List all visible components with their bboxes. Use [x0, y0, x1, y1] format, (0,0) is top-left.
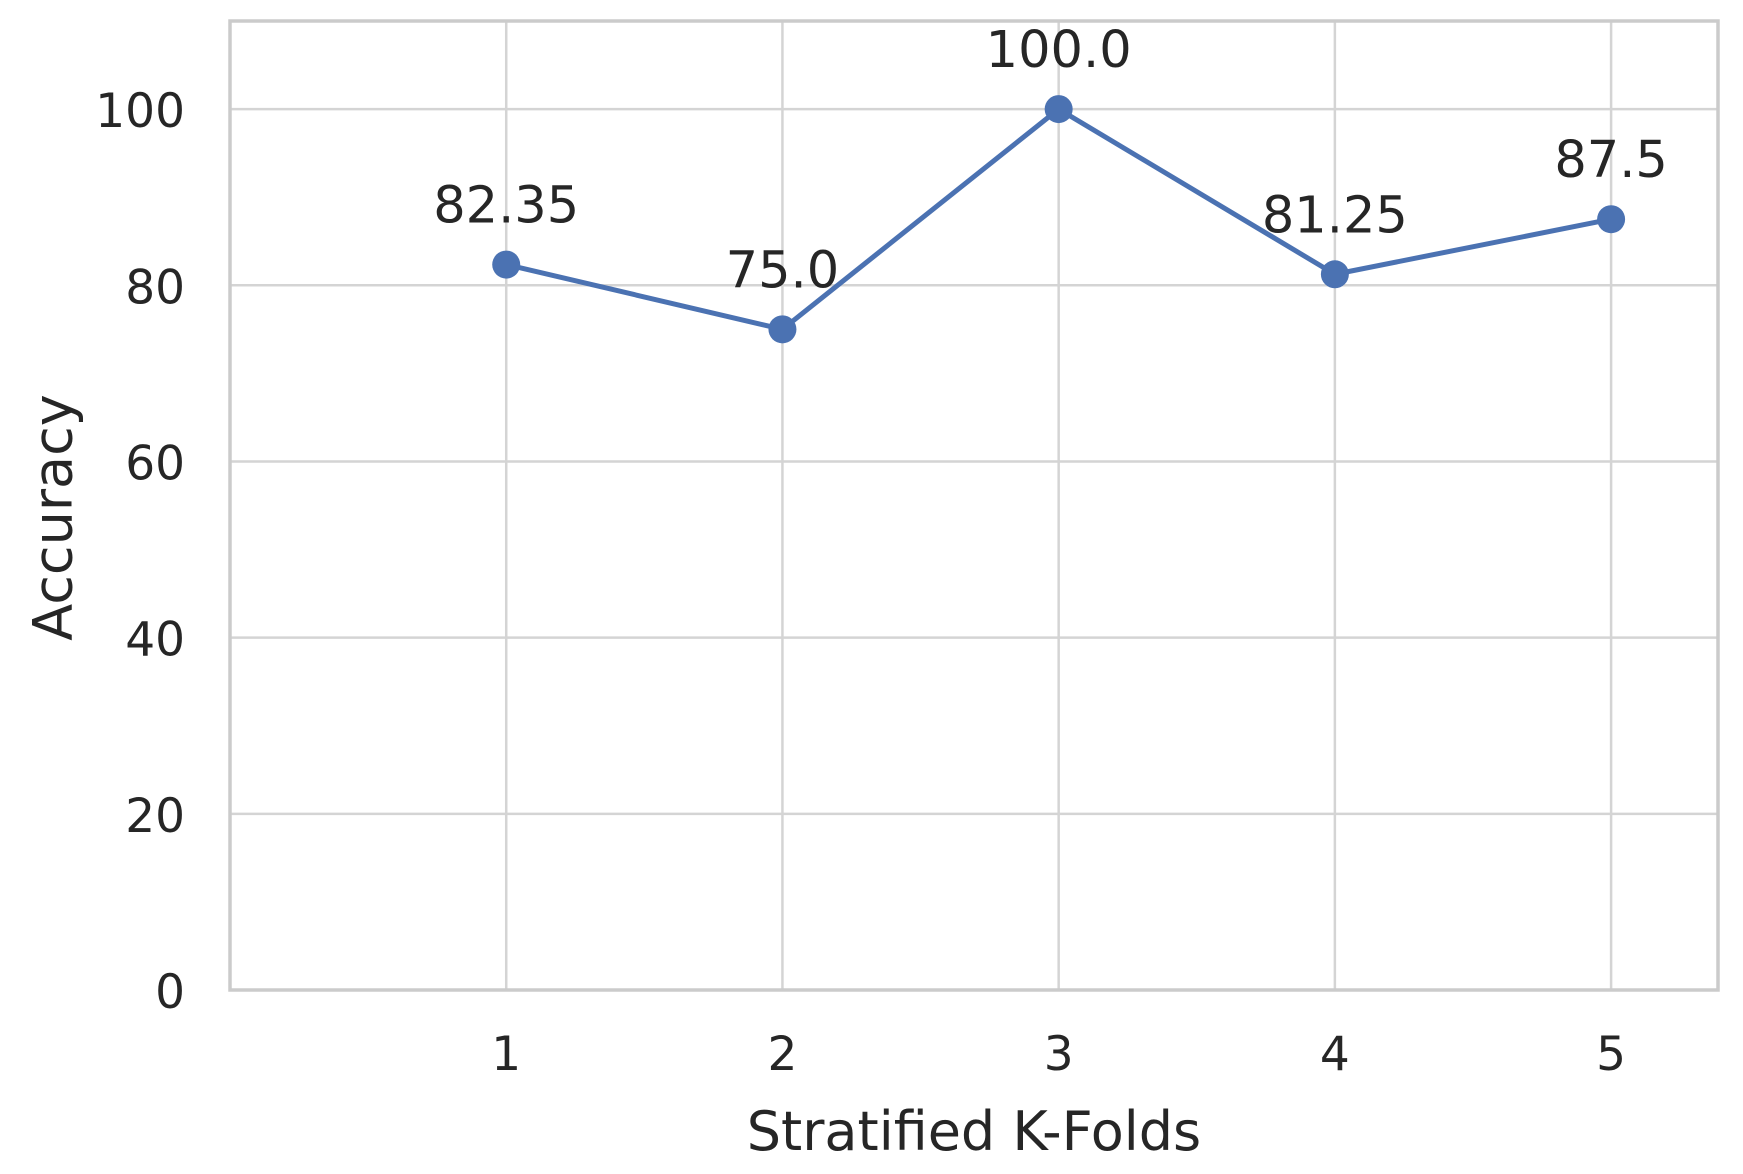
x-tick-label: 3: [1044, 1027, 1074, 1082]
x-tick-label: 4: [1320, 1027, 1350, 1082]
data-point-label: 82.35: [433, 177, 579, 236]
x-tick-label: 1: [491, 1027, 521, 1082]
y-axis-label: Accuracy: [21, 394, 85, 641]
y-tick-label: 20: [125, 789, 185, 844]
y-tick-label: 0: [155, 965, 185, 1020]
data-point-label: 100.0: [986, 21, 1132, 80]
plot-border: [228, 19, 1720, 992]
data-point-marker: [492, 250, 521, 279]
y-tick-label: 80: [125, 260, 185, 315]
data-point-label: 87.5: [1554, 131, 1668, 190]
data-point-marker: [768, 315, 797, 344]
data-point-marker: [1044, 95, 1073, 124]
x-axis-label: Stratified K-Folds: [746, 1100, 1202, 1163]
y-tick-label: 60: [125, 436, 185, 491]
y-tick-label: 40: [125, 613, 185, 668]
data-point-label: 81.25: [1262, 186, 1408, 245]
x-tick-label: 2: [767, 1027, 797, 1082]
y-tick-label: 100: [95, 84, 185, 139]
data-point-marker: [1320, 260, 1349, 289]
data-point-marker: [1597, 205, 1626, 234]
x-tick-label: 5: [1596, 1027, 1626, 1082]
data-point-label: 75.0: [726, 241, 840, 300]
